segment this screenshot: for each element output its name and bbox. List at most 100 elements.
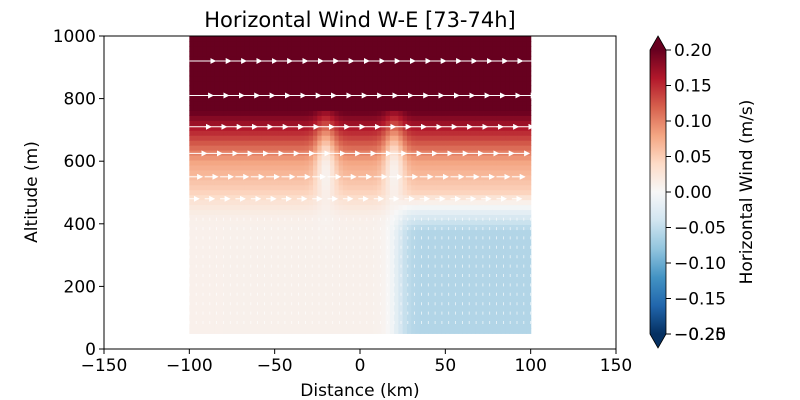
contour-cell [214, 50, 220, 57]
contour-cell [236, 229, 242, 235]
contour-cell [445, 219, 451, 225]
contour-cell [428, 145, 434, 151]
contour-cell [334, 100, 340, 106]
contour-cell [419, 204, 425, 211]
contour-cell [389, 120, 395, 126]
contour-cell [364, 323, 370, 329]
contour-cell [517, 40, 523, 47]
contour-cell [479, 219, 485, 225]
contour-cell [342, 120, 348, 126]
contour-cell [470, 244, 476, 250]
contour-cell [291, 224, 297, 230]
contour-cell [402, 318, 408, 325]
contour-cell [462, 214, 468, 220]
contour-cell [398, 189, 404, 196]
contour-cell [266, 179, 271, 186]
contour-cell [287, 75, 293, 82]
contour-cell [398, 55, 404, 62]
contour-cell [441, 95, 446, 102]
contour-cell [261, 323, 267, 329]
contour-cell [513, 130, 519, 136]
contour-cell [402, 273, 408, 280]
contour-cell [197, 328, 203, 334]
contour-cell [257, 115, 263, 121]
contour-cell [479, 308, 485, 315]
contour-cell [347, 75, 353, 82]
contour-cell [325, 298, 331, 305]
contour-cell [415, 303, 421, 310]
contour-cell [249, 120, 254, 126]
contour-cell [227, 164, 233, 171]
contour-cell [206, 135, 212, 141]
contour-cell [355, 36, 361, 42]
contour-cell [406, 55, 412, 62]
contour-cell [244, 100, 250, 106]
contour-cell [296, 278, 301, 285]
contour-cell [270, 130, 276, 136]
contour-cell [419, 323, 425, 329]
contour-cell [389, 60, 395, 67]
contour-cell [513, 95, 519, 102]
contour-cell [334, 244, 340, 250]
contour-cell [347, 85, 353, 92]
contour-cell [240, 159, 246, 166]
contour-cell [313, 293, 318, 300]
contour-cell [517, 313, 523, 320]
contour-cell [266, 214, 271, 220]
contour-cell [270, 219, 276, 225]
contour-cell [227, 219, 233, 225]
contour-cell [483, 70, 489, 77]
contour-cell [453, 283, 459, 290]
contour-cell [321, 259, 327, 265]
contour-cell [364, 149, 370, 156]
contour-cell [355, 278, 361, 285]
contour-cell [334, 234, 340, 240]
contour-cell [355, 75, 361, 82]
contour-cell [368, 130, 374, 136]
contour-cell [445, 174, 451, 181]
contour-cell [441, 303, 446, 310]
contour-cell [347, 268, 353, 275]
contour-cell [419, 293, 425, 300]
contour-cell [219, 308, 225, 315]
contour-cell [372, 318, 378, 325]
contour-cell [368, 268, 374, 275]
contour-cell [214, 308, 220, 315]
contour-cell [304, 105, 310, 111]
contour-cell [526, 268, 532, 275]
contour-cell [232, 288, 237, 295]
contour-cell [377, 159, 382, 166]
contour-cell [377, 224, 382, 230]
contour-cell [419, 164, 425, 171]
contour-cell [402, 55, 408, 62]
contour-cell [325, 254, 331, 260]
contour-cell [197, 45, 203, 52]
contour-cell [394, 105, 399, 111]
contour-cell [381, 110, 387, 116]
contour-cell [283, 328, 289, 334]
contour-cell [219, 328, 225, 334]
contour-cell [517, 293, 523, 300]
contour-cell [483, 298, 489, 305]
contour-cell [488, 259, 493, 265]
contour-cell [321, 194, 327, 201]
contour-cell [227, 179, 233, 186]
contour-cell [492, 194, 498, 201]
contour-cell [424, 85, 429, 92]
contour-cell [291, 298, 297, 305]
contour-cell [202, 135, 207, 141]
contour-cell [513, 154, 519, 161]
contour-cell [415, 80, 421, 87]
contour-cell [389, 259, 395, 265]
contour-cell [377, 303, 382, 310]
contour-cell [227, 105, 233, 111]
contour-cell [355, 65, 361, 72]
contour-cell [266, 40, 271, 47]
contour-cell [210, 239, 216, 245]
contour-cell [449, 283, 455, 290]
contour-cell [411, 239, 417, 245]
contour-cell [355, 199, 361, 206]
contour-cell [206, 80, 212, 87]
contour-cell [313, 288, 318, 295]
contour-cell [214, 303, 220, 310]
